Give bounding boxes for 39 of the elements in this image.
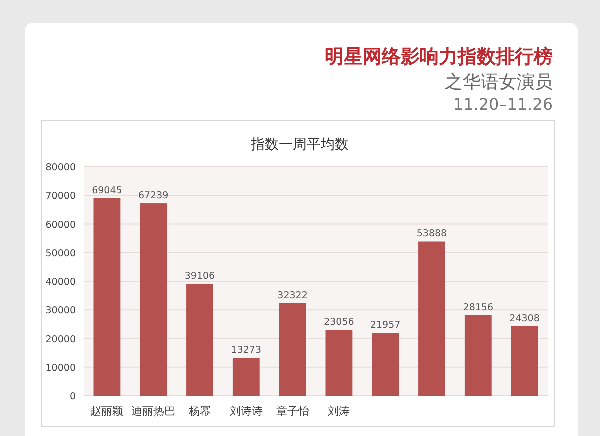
y-tick-label: 30000 — [46, 306, 76, 317]
x-tick-label: 杨幂 — [188, 405, 211, 418]
x-tick-label: 迪丽热巴 — [132, 405, 176, 418]
chart-title: 明星网络影响力指数排行榜 — [325, 46, 553, 68]
y-tick-label: 10000 — [46, 362, 76, 374]
x-tick-label: 刘诗诗 — [230, 405, 263, 418]
y-tick-label: 50000 — [46, 248, 76, 260]
y-tick-label: 0 — [70, 392, 76, 402]
data-label: 39106 — [184, 271, 216, 282]
y-tick-label: 70000 — [46, 191, 76, 202]
data-label: 28156 — [463, 302, 494, 314]
bar — [232, 358, 260, 396]
y-tick-label: 40000 — [46, 277, 76, 288]
text: 11.20–11.26 — [453, 95, 553, 114]
data-label: 21957 — [370, 320, 401, 332]
bar — [140, 204, 168, 396]
x-tick-label: 章子怡 — [276, 405, 310, 418]
data-label: 53888 — [416, 228, 448, 240]
chart-subtitle: 之华语女演员 — [445, 72, 553, 93]
data-label: 23056 — [324, 317, 354, 328]
bar — [464, 315, 492, 396]
bar — [372, 333, 400, 396]
bar — [279, 303, 306, 396]
x-tick-label: 赵丽颖 — [90, 405, 124, 418]
bar — [511, 326, 538, 396]
data-label: 13273 — [231, 345, 262, 356]
y-tick-label: 60000 — [46, 220, 76, 231]
bar — [418, 242, 446, 396]
data-label: 24308 — [510, 313, 540, 324]
bar — [326, 330, 353, 396]
bar — [186, 284, 214, 396]
x-tick-label: 刘涛 — [328, 405, 350, 418]
y-tick-label: 80000 — [46, 162, 76, 174]
data-label: 67239 — [138, 190, 169, 202]
y-tick-label: 20000 — [46, 334, 76, 346]
data-label: 32322 — [278, 290, 308, 302]
text: 指数一周平均数 — [250, 137, 349, 153]
data-label: 69045 — [92, 185, 122, 196]
bar — [94, 198, 121, 396]
